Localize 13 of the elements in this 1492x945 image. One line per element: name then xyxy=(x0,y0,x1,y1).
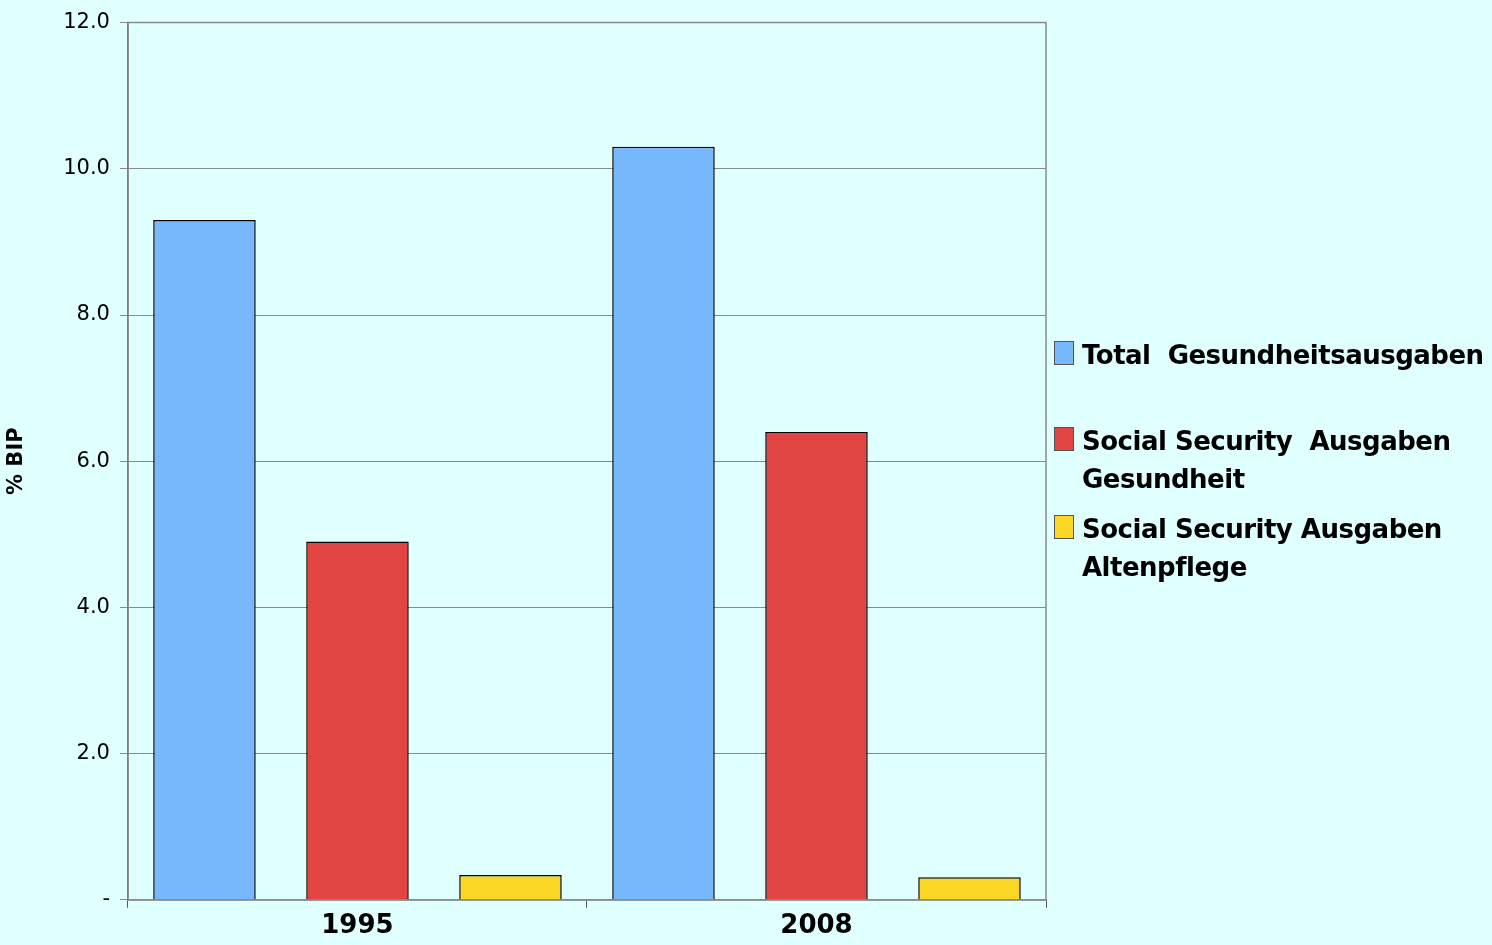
y-tick-label: 4.0 xyxy=(76,593,110,618)
y-tick-label: 6.0 xyxy=(76,447,110,472)
x-tick-label: 1995 xyxy=(321,909,394,940)
legend-label: Total Gesundheitsausgaben xyxy=(1082,339,1484,372)
y-tick-label: 2.0 xyxy=(76,740,110,765)
legend-label: Social Security Ausgaben Altenpflege xyxy=(1082,513,1443,584)
y-axis-title: % BIP xyxy=(3,427,28,495)
legend-label: Social Security Ausgaben Gesundheit xyxy=(1082,425,1452,496)
y-tick-label: 12.0 xyxy=(63,9,110,34)
y-tick-label: 10.0 xyxy=(63,155,110,180)
x-tick-label: 2008 xyxy=(780,909,853,940)
y-tick-label: - xyxy=(102,886,110,911)
y-tick-label: 8.0 xyxy=(76,301,110,326)
